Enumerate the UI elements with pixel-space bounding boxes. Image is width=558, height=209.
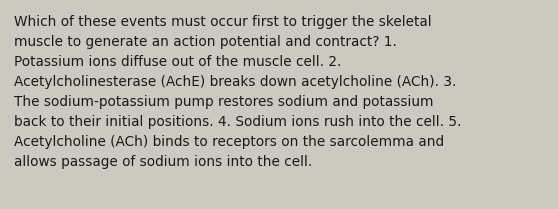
Text: Which of these events must occur first to trigger the skeletal
muscle to generat: Which of these events must occur first t… xyxy=(14,15,461,169)
